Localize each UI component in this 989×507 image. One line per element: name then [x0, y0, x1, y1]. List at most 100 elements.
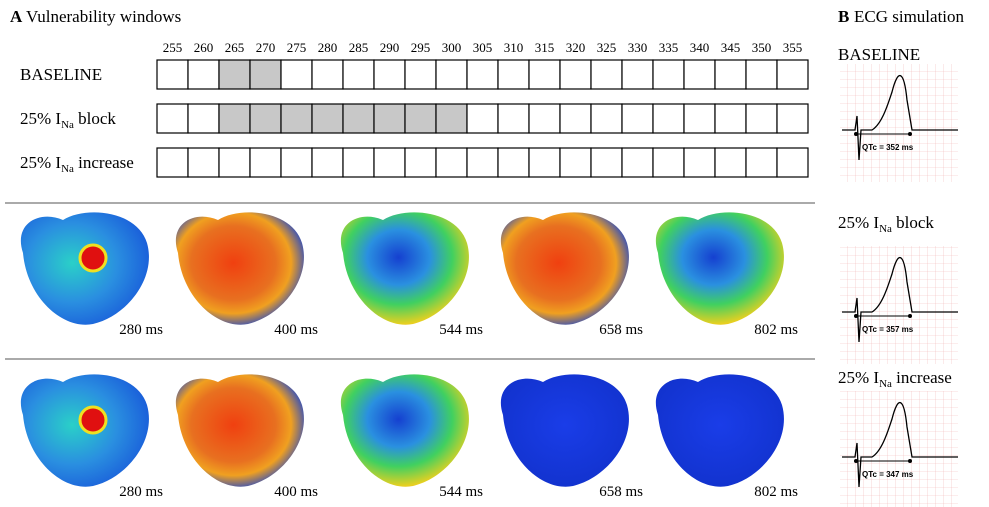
cell	[498, 148, 529, 177]
cell	[653, 60, 684, 89]
column-header: 255	[163, 40, 183, 55]
ecg-label: 25% INa block	[838, 213, 934, 235]
ecg-label: BASELINE	[838, 45, 920, 64]
shaded-cell	[436, 104, 467, 133]
cell	[188, 148, 219, 177]
label-text: 25% I	[838, 368, 879, 387]
cell	[653, 104, 684, 133]
label-subscript: Na	[879, 378, 892, 390]
time-label: 280 ms	[119, 322, 163, 338]
cell	[498, 104, 529, 133]
cell	[560, 148, 591, 177]
qtc-label: QTc = 357 ms	[862, 325, 914, 334]
cell	[777, 60, 808, 89]
column-header: 265	[225, 40, 245, 55]
column-header: 275	[287, 40, 307, 55]
cell	[777, 104, 808, 133]
cell	[467, 104, 498, 133]
label-text: increase	[74, 153, 134, 172]
shaded-cell	[343, 104, 374, 133]
column-header: 315	[535, 40, 555, 55]
cell	[188, 60, 219, 89]
qtc-marker	[908, 314, 912, 318]
heart-image	[341, 212, 469, 324]
cell	[188, 104, 219, 133]
stimulus-site	[80, 407, 106, 433]
cell	[746, 104, 777, 133]
label-text: 25% I	[20, 109, 61, 128]
label-subscript: Na	[879, 223, 892, 235]
stimulus-site	[80, 245, 106, 271]
label-text: block	[74, 109, 117, 128]
qtc-label: QTc = 347 ms	[862, 470, 914, 479]
heart-image	[656, 374, 784, 486]
cell	[436, 60, 467, 89]
shaded-cell	[219, 104, 250, 133]
time-label: 400 ms	[274, 322, 318, 338]
cell	[622, 148, 653, 177]
panel-title: Vulnerability windows	[26, 7, 181, 26]
cell	[591, 60, 622, 89]
time-label: 658 ms	[599, 484, 643, 500]
shaded-cell	[219, 60, 250, 89]
column-header: 345	[721, 40, 741, 55]
cell	[157, 60, 188, 89]
cell	[312, 60, 343, 89]
cell	[622, 60, 653, 89]
column-header: 260	[194, 40, 214, 55]
column-header: 300	[442, 40, 462, 55]
cell	[312, 148, 343, 177]
cell	[250, 148, 281, 177]
shaded-cell	[250, 60, 281, 89]
column-header: 310	[504, 40, 524, 55]
cell	[560, 104, 591, 133]
cell	[746, 60, 777, 89]
cell	[591, 148, 622, 177]
cell	[777, 148, 808, 177]
shaded-cell	[281, 104, 312, 133]
column-header: 295	[411, 40, 431, 55]
column-header: 350	[752, 40, 772, 55]
cell	[529, 148, 560, 177]
cell	[746, 148, 777, 177]
cell	[405, 148, 436, 177]
time-label: 280 ms	[119, 484, 163, 500]
cell	[498, 60, 529, 89]
column-header: 340	[690, 40, 710, 55]
cell	[157, 148, 188, 177]
cell	[529, 104, 560, 133]
time-label: 802 ms	[754, 322, 798, 338]
cell	[467, 148, 498, 177]
time-label: 802 ms	[754, 484, 798, 500]
figure: AVulnerability windows255260265270275280…	[0, 0, 989, 507]
cell	[715, 148, 746, 177]
shaded-cell	[405, 104, 436, 133]
time-label: 400 ms	[274, 484, 318, 500]
column-header: 355	[783, 40, 803, 55]
heart-image	[176, 374, 304, 486]
label-text: 25% I	[838, 213, 879, 232]
row-label: 25% INa increase	[20, 153, 134, 175]
qtc-marker	[854, 314, 858, 318]
column-header: 305	[473, 40, 493, 55]
column-header: 330	[628, 40, 648, 55]
cell	[343, 60, 374, 89]
column-header: 285	[349, 40, 369, 55]
cell	[560, 60, 591, 89]
label-subscript: Na	[61, 119, 74, 131]
shaded-cell	[374, 104, 405, 133]
panel-letter: B	[838, 7, 849, 26]
column-header: 335	[659, 40, 679, 55]
cell	[684, 60, 715, 89]
cell	[436, 148, 467, 177]
qtc-marker	[854, 459, 858, 463]
time-label: 544 ms	[439, 322, 483, 338]
cell	[529, 60, 560, 89]
qtc-label: QTc = 352 ms	[862, 143, 914, 152]
cell	[684, 148, 715, 177]
label-text: 25% I	[20, 153, 61, 172]
label-subscript: Na	[61, 163, 74, 175]
cell	[591, 104, 622, 133]
column-header: 320	[566, 40, 586, 55]
row-label: 25% INa block	[20, 109, 116, 131]
